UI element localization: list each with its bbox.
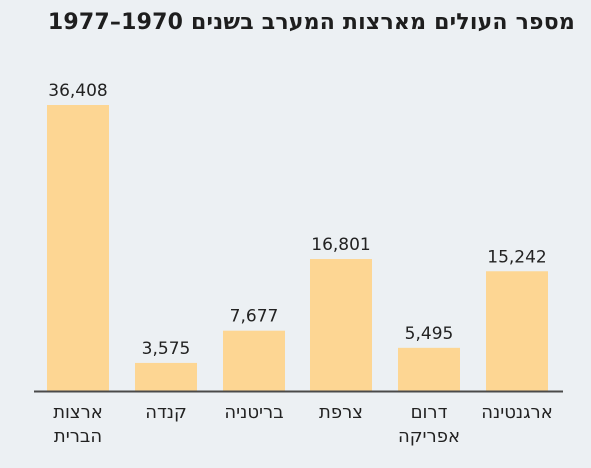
- category-label: אפריקה: [398, 426, 460, 447]
- bar-value-label: 5,495: [405, 324, 454, 344]
- bar: [310, 259, 372, 391]
- bar-value-label: 16,801: [311, 235, 370, 255]
- category-label: צרפת: [319, 402, 363, 423]
- bar: [223, 330, 285, 391]
- bar-value-label: 36,408: [48, 81, 107, 101]
- category-label: דרום: [411, 402, 448, 423]
- bar-value-label: 7,677: [230, 307, 279, 327]
- bar: [47, 105, 109, 391]
- bar: [135, 362, 197, 391]
- category-label: ארצות: [53, 402, 103, 423]
- chart-title: מספר העולים מארצות המערב בשנים 1970–1977: [47, 10, 575, 35]
- bar-value-label: 15,242: [487, 247, 546, 267]
- category-label: קנדה: [145, 402, 187, 423]
- category-label: בריטניה: [224, 402, 283, 423]
- category-label: ארגנטינה: [481, 402, 552, 423]
- bar: [398, 347, 460, 391]
- bar-value-label: 3,575: [142, 339, 191, 359]
- bar: [486, 271, 548, 391]
- category-label: הברית: [54, 426, 102, 447]
